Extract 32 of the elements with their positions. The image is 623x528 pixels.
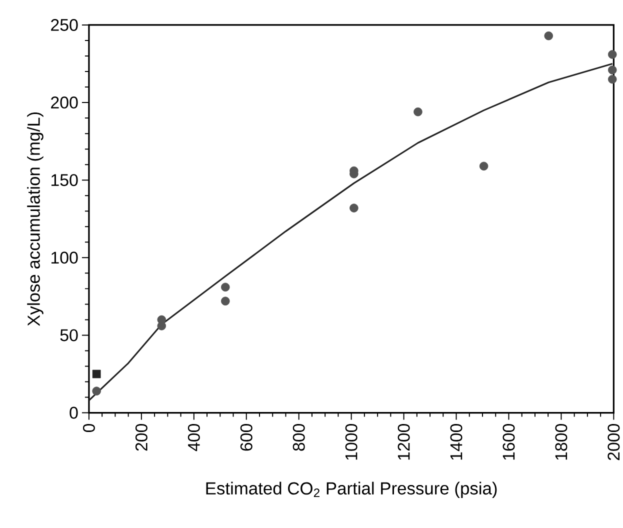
point	[92, 386, 101, 396]
point	[544, 32, 553, 40]
point	[157, 322, 166, 330]
y-axis-title: Xylose accumulation (mg/L)	[27, 112, 44, 326]
x-tick-label: 1600	[502, 424, 515, 460]
x-tick-label: 200	[135, 424, 148, 451]
x-tick-label: 0	[82, 424, 95, 432]
x-tick-label: 1000	[345, 424, 358, 460]
point	[221, 296, 230, 306]
x-tick-label: 400	[188, 424, 200, 452]
point	[92, 370, 101, 378]
x-axis-title: Estimated CO$_{2}$ Partial Pressure (psia)	[206, 482, 497, 498]
y-tick-label: 200	[51, 96, 78, 109]
y-tick-label: 250	[51, 19, 78, 32]
point	[608, 66, 617, 74]
x-tick-label: 2000	[608, 424, 620, 460]
x-tick-label: 600	[240, 424, 252, 451]
y-tick-label: 150	[51, 174, 78, 186]
y-tick-label: 50	[60, 329, 78, 342]
point	[608, 75, 617, 84]
line-series	[88, 63, 614, 402]
x-tick-label: 1400	[450, 424, 462, 460]
point	[221, 282, 230, 292]
y-tick-label: 100	[51, 252, 78, 264]
x-tick-label: 800	[292, 424, 305, 451]
x-tick-label: 1800	[555, 424, 568, 460]
point	[414, 108, 422, 116]
point	[350, 204, 358, 213]
x-tick-label: 1200	[398, 424, 410, 460]
point	[479, 162, 488, 171]
y-tick-label: 0	[70, 406, 78, 419]
point	[608, 50, 617, 59]
